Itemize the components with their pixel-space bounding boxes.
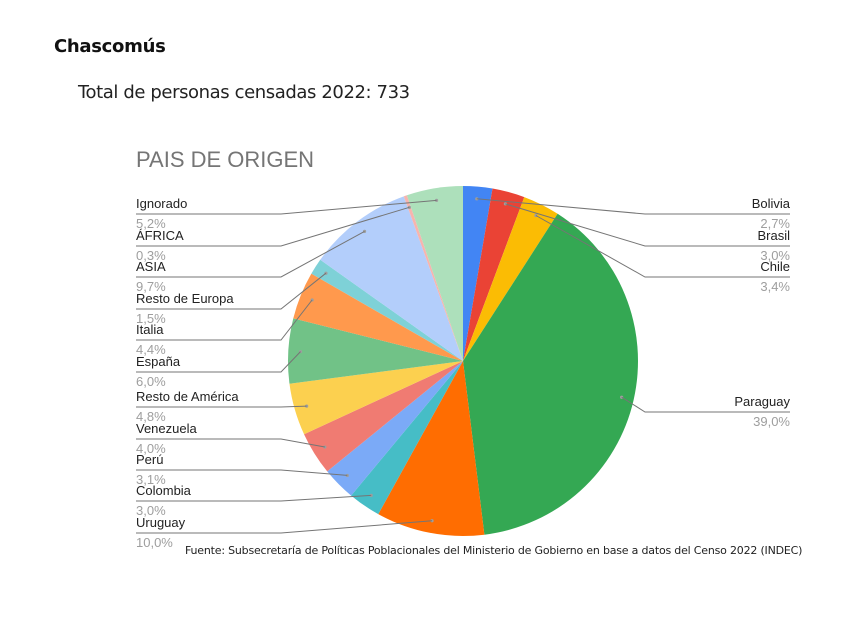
- source-note: Fuente: Subsecretaría de Políticas Pobla…: [185, 544, 803, 557]
- chart-title: PAIS DE ORIGEN: [136, 147, 314, 172]
- leader-dot-0: [475, 197, 479, 201]
- slice-percent-4: 10,0%: [136, 535, 173, 550]
- leader-lines: [136, 197, 790, 534]
- slice-percent-5: 3,0%: [136, 503, 166, 518]
- pie-slice-4: [378, 361, 485, 536]
- pie-slice-0: [463, 186, 493, 361]
- slice-label-1: Brasil: [757, 228, 790, 243]
- slice-percent-7: 4,0%: [136, 441, 166, 456]
- slice-percent-13: 0,3%: [136, 248, 166, 263]
- leader-line-6: [136, 469, 348, 476]
- leader-line-13: [136, 206, 410, 247]
- leader-dot-4: [430, 519, 434, 523]
- slice-label-12: ASIA: [136, 259, 166, 274]
- slice-percent-8: 4,8%: [136, 409, 166, 424]
- pie-slice-9: [287, 318, 463, 384]
- leader-line-10: [136, 299, 313, 341]
- slice-percent-0: 2,7%: [760, 216, 790, 231]
- leader-line-5: [136, 494, 372, 502]
- leader-line-4: [136, 520, 433, 534]
- leader-line-3: [621, 396, 790, 413]
- leader-line-7: [136, 438, 325, 448]
- pie-slice-14: [406, 186, 463, 361]
- leader-line-8: [136, 405, 307, 408]
- pie-slice-6: [327, 361, 463, 496]
- leader-line-2: [535, 215, 790, 278]
- pie-slice-2: [463, 197, 558, 361]
- slice-label-14: Ignorado: [136, 196, 187, 211]
- pie-slice-1: [463, 188, 525, 361]
- slice-percent-6: 3,1%: [136, 472, 166, 487]
- pie-slice-5: [351, 361, 463, 515]
- pie-slice-10: [293, 273, 463, 361]
- slice-label-9: España: [136, 354, 181, 369]
- slice-label-5: Colombia: [136, 483, 192, 498]
- pie-slice-8: [289, 361, 463, 435]
- leader-dot-8: [305, 404, 309, 408]
- slice-label-7: Venezuela: [136, 421, 197, 436]
- slice-label-10: Italia: [136, 322, 164, 337]
- leader-line-0: [476, 198, 790, 215]
- slice-percent-1: 3,0%: [760, 248, 790, 263]
- slice-label-0: Bolivia: [752, 196, 791, 211]
- slice-percent-9: 6,0%: [136, 374, 166, 389]
- pie-slices: [287, 186, 638, 536]
- slice-percent-2: 3,4%: [760, 279, 790, 294]
- slice-label-11: Resto de Europa: [136, 291, 234, 306]
- leader-line-1: [505, 203, 790, 247]
- pie-slice-11: [311, 259, 463, 361]
- leader-line-9: [136, 351, 301, 373]
- slice-percent-10: 4,4%: [136, 342, 166, 357]
- slice-label-13: ÁFRICA: [136, 228, 184, 243]
- slice-percent-14: 5,2%: [136, 216, 166, 231]
- slice-label-3: Paraguay: [734, 394, 790, 409]
- slice-labels: Bolivia2,7%Brasil3,0%Chile3,4%Paraguay39…: [136, 196, 791, 550]
- slice-label-4: Uruguay: [136, 515, 186, 530]
- slice-percent-3: 39,0%: [753, 414, 790, 429]
- pie-slice-12: [320, 196, 463, 361]
- leader-line-12: [136, 230, 365, 278]
- slice-label-8: Resto de América: [136, 389, 239, 404]
- pie-slice-13: [403, 195, 463, 361]
- leader-line-11: [136, 272, 327, 310]
- slice-label-6: Perú: [136, 452, 163, 467]
- slice-percent-11: 1,5%: [136, 311, 166, 326]
- slice-label-2: Chile: [760, 259, 790, 274]
- page-title: Chascomús: [54, 36, 166, 57]
- pie-slice-3: [463, 213, 638, 535]
- page-subtitle: Total de personas censadas 2022: 733: [78, 82, 410, 103]
- pie-slice-7: [304, 361, 463, 472]
- slice-percent-12: 9,7%: [136, 279, 166, 294]
- leader-line-14: [136, 199, 437, 215]
